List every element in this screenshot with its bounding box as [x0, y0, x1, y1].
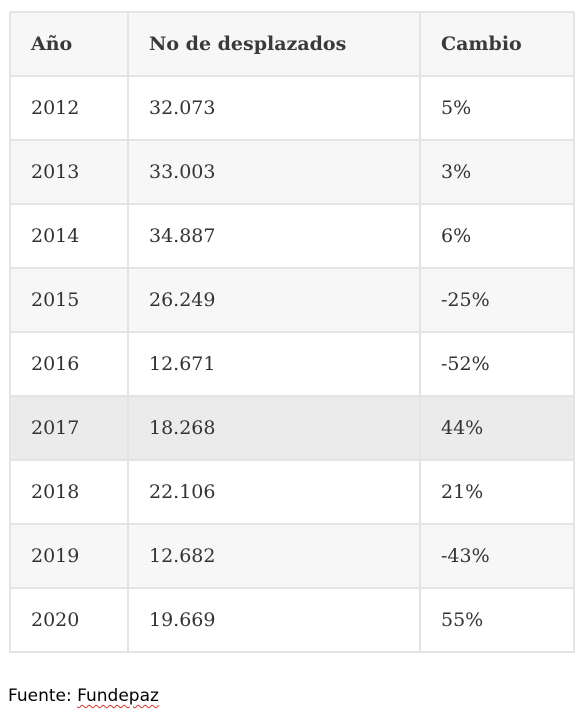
- cell-year: 2015: [9, 267, 129, 333]
- cell-year: 2012: [9, 75, 129, 141]
- cell-displaced: 12.671: [127, 331, 421, 397]
- cell-displaced: 26.249: [127, 267, 421, 333]
- cell-displaced: 12.682: [127, 523, 421, 589]
- table-row: 2015 26.249 -25%: [9, 267, 575, 333]
- cell-year: 2018: [9, 459, 129, 525]
- cell-displaced: 33.003: [127, 139, 421, 205]
- cell-year: 2014: [9, 203, 129, 269]
- displacement-table: Año No de desplazados Cambio 2012 32.073…: [9, 11, 575, 653]
- cell-change: 3%: [419, 139, 575, 205]
- cell-change: -43%: [419, 523, 575, 589]
- table-row: 2012 32.073 5%: [9, 75, 575, 141]
- cell-change: 55%: [419, 587, 575, 653]
- cell-change: -25%: [419, 267, 575, 333]
- table-row: 2016 12.671 -52%: [9, 331, 575, 397]
- table-header-row: Año No de desplazados Cambio: [9, 11, 575, 77]
- cell-year: 2017: [9, 395, 129, 461]
- cell-displaced: 18.268: [127, 395, 421, 461]
- cell-displaced: 32.073: [127, 75, 421, 141]
- header-change: Cambio: [419, 11, 575, 77]
- table-row: 2020 19.669 55%: [9, 587, 575, 653]
- table-row: 2018 22.106 21%: [9, 459, 575, 525]
- cell-change: 21%: [419, 459, 575, 525]
- header-displaced-count: No de desplazados: [127, 11, 421, 77]
- table-row: 2013 33.003 3%: [9, 139, 575, 205]
- table-row-highlighted: 2017 18.268 44%: [9, 395, 575, 461]
- cell-change: 44%: [419, 395, 575, 461]
- cell-displaced: 34.887: [127, 203, 421, 269]
- table-row: 2019 12.682 -43%: [9, 523, 575, 589]
- displacement-table-container: Año No de desplazados Cambio 2012 32.073…: [9, 11, 575, 653]
- table-row: 2014 34.887 6%: [9, 203, 575, 269]
- cell-displaced: 22.106: [127, 459, 421, 525]
- source-label: Fuente:: [8, 686, 78, 706]
- cell-year: 2013: [9, 139, 129, 205]
- cell-change: 5%: [419, 75, 575, 141]
- cell-change: 6%: [419, 203, 575, 269]
- source-name: Fundepaz: [77, 686, 159, 706]
- cell-year: 2019: [9, 523, 129, 589]
- cell-year: 2016: [9, 331, 129, 397]
- cell-change: -52%: [419, 331, 575, 397]
- cell-displaced: 19.669: [127, 587, 421, 653]
- header-year: Año: [9, 11, 129, 77]
- source-caption: Fuente: Fundepaz: [8, 686, 159, 706]
- cell-year: 2020: [9, 587, 129, 653]
